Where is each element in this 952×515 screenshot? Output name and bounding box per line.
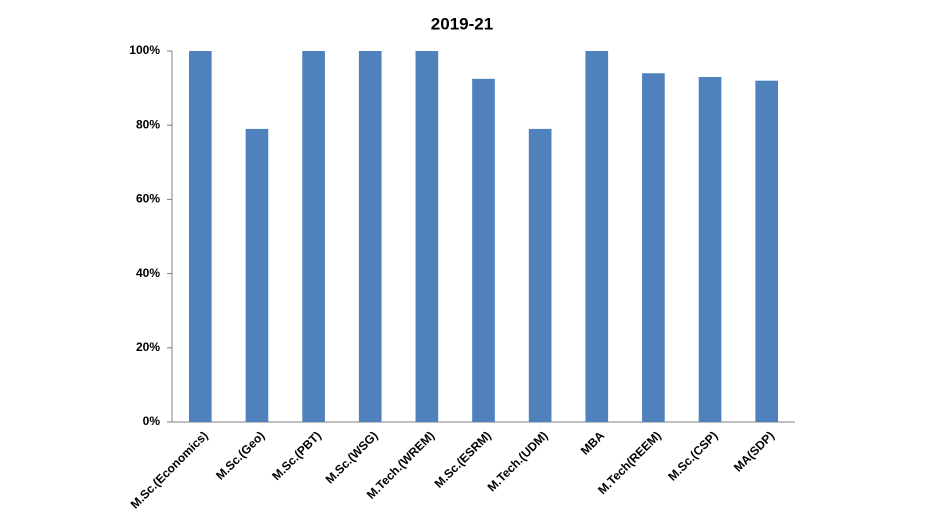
bar bbox=[698, 76, 722, 422]
y-tick-label: 60% bbox=[136, 192, 160, 206]
bar bbox=[585, 51, 609, 422]
y-tick-label: 20% bbox=[136, 340, 160, 354]
bar bbox=[188, 51, 212, 422]
x-tick-label: M.Sc.(CSP) bbox=[665, 428, 720, 483]
y-tick-label: 80% bbox=[136, 117, 160, 131]
x-tick-label: M.Sc.(Economics) bbox=[128, 428, 211, 511]
bar bbox=[358, 51, 382, 422]
bar bbox=[472, 78, 495, 422]
y-tick-label: 40% bbox=[136, 266, 160, 280]
x-tick-label: M.Sc.(ESRM) bbox=[432, 428, 494, 490]
bar bbox=[755, 80, 779, 423]
bar bbox=[415, 51, 439, 422]
x-tick-label: M.Sc.(WSG) bbox=[323, 428, 381, 486]
y-tick-label: 100% bbox=[129, 43, 160, 57]
bar bbox=[642, 73, 665, 422]
x-tick-label: M.Sc.(Geo) bbox=[213, 428, 267, 482]
bar bbox=[528, 128, 552, 422]
x-tick-label: MA(SDP) bbox=[731, 428, 777, 474]
bar bbox=[302, 51, 325, 422]
bar bbox=[245, 128, 269, 422]
x-tick-label: M.Tech.(UDM) bbox=[485, 428, 551, 494]
y-tick-label: 0% bbox=[143, 414, 161, 428]
x-tick-label: M.Sc.(PBT) bbox=[269, 428, 324, 483]
chart-title: 2019-21 bbox=[431, 14, 493, 33]
x-tick-label: MBA bbox=[578, 428, 607, 457]
